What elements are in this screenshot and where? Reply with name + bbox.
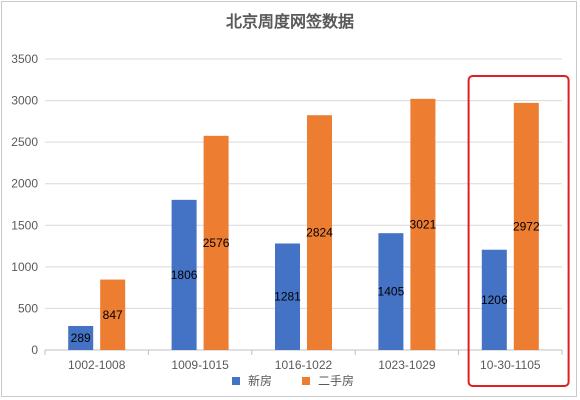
bar: [203, 135, 229, 350]
legend-label: 新房: [248, 373, 272, 388]
y-tick-label: 500: [18, 301, 38, 315]
x-tick-label: 10-30-1105: [480, 358, 541, 372]
data-label: 1206: [481, 293, 508, 307]
y-tick-label: 2000: [11, 177, 38, 191]
x-tick-label: 1002-1008: [68, 358, 126, 372]
bar: [410, 98, 436, 350]
bar: [307, 115, 332, 350]
highlight-box: [467, 75, 570, 387]
y-tick-label: 3000: [11, 94, 38, 108]
data-label: 2972: [513, 219, 540, 233]
bar: [100, 279, 126, 350]
data-label: 2824: [306, 226, 333, 240]
x-axis: 1002-1008 1009-1015 1016-1022 1023-1029 10-3…: [44, 350, 563, 372]
legend-swatch: [302, 377, 310, 385]
bar: [68, 325, 94, 350]
legend-swatch: [232, 377, 240, 385]
y-tick-label: 0: [31, 343, 38, 357]
data-label: 2576: [203, 236, 230, 250]
data-label: 3021: [410, 217, 437, 231]
bar: [275, 243, 300, 350]
legend: 新房 二手房: [232, 373, 354, 388]
y-tick-label: 1000: [11, 260, 38, 274]
gridlines: [45, 58, 562, 351]
y-tick-label: 1500: [11, 218, 38, 232]
bar: [513, 102, 539, 350]
data-label: 289: [71, 331, 91, 345]
x-tick-label: 1009-1015: [171, 358, 229, 372]
bars: [68, 98, 539, 350]
y-tick-label: 2500: [11, 135, 38, 149]
bar: [481, 249, 507, 350]
bar: [171, 199, 197, 350]
x-tick-label: 1016-1022: [275, 358, 333, 372]
y-axis: 0 500 1000 1500 2000 2500 3000 3500: [11, 52, 38, 357]
legend-label: 二手房: [318, 373, 354, 388]
bar: [378, 233, 404, 350]
data-label: 1281: [274, 290, 301, 304]
y-tick-label: 3500: [11, 52, 38, 66]
x-tick-label: 1023-1029: [378, 358, 436, 372]
chart-title: 北京周度网签数据: [226, 12, 354, 31]
data-label: 1405: [378, 285, 405, 299]
data-label: 1806: [171, 268, 198, 282]
data-label: 847: [103, 308, 123, 322]
data-labels: 289 847 1806 2576 1281 2824 1405 3021 1206 2972: [71, 217, 540, 345]
highlight-rect: [467, 75, 570, 387]
